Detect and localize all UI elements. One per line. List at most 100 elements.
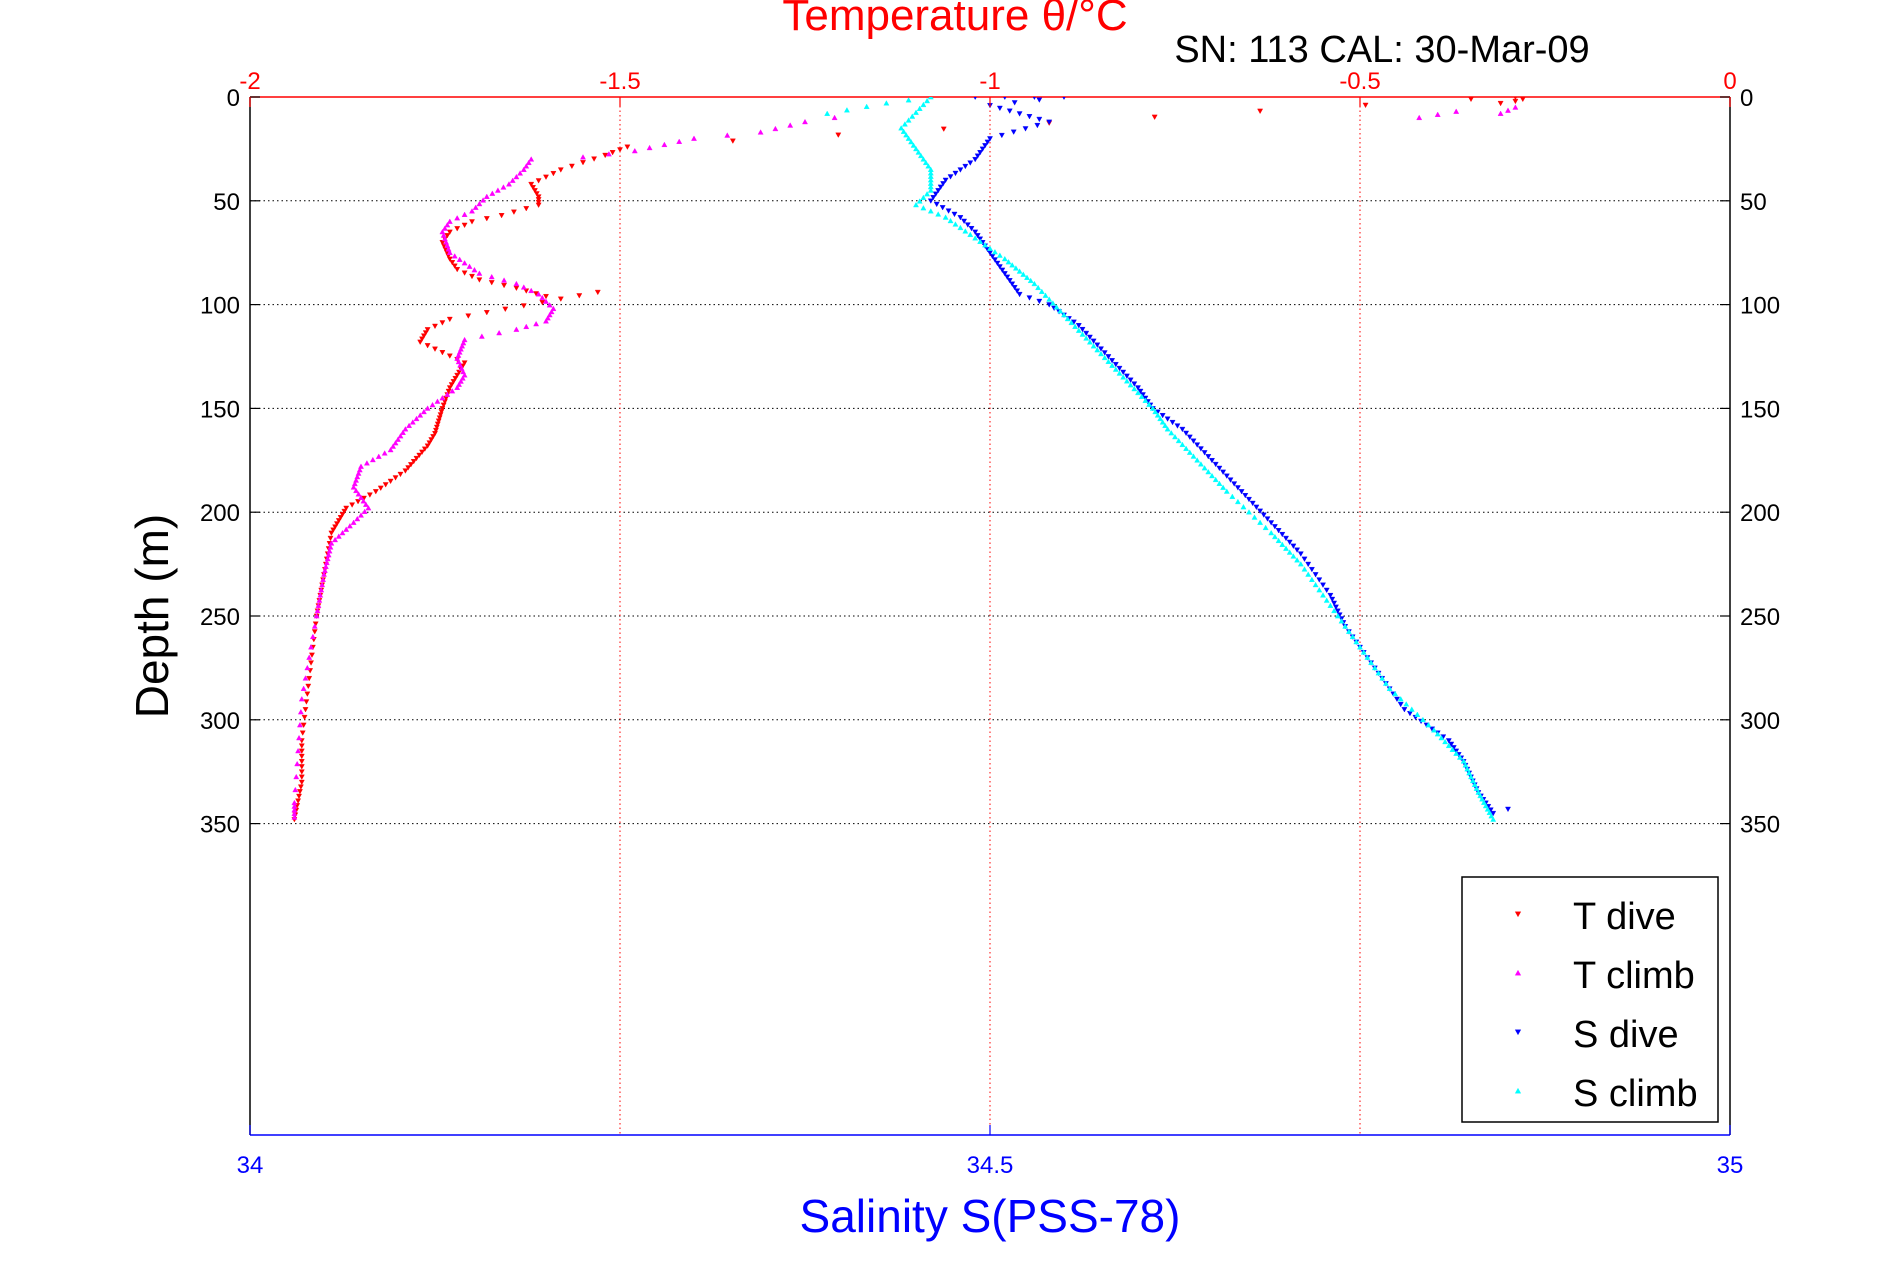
series-s-climb: [824, 97, 1497, 822]
t-climb-point: [439, 395, 446, 401]
depth-tick-label-right: 0: [1740, 85, 1753, 112]
t-climb-point: [446, 218, 453, 224]
s-climb-point: [1135, 389, 1141, 396]
t-climb-point: [395, 436, 401, 442]
t-dive-point: [446, 385, 453, 391]
s-climb-point: [1262, 524, 1269, 531]
t-climb-point: [451, 253, 458, 259]
s-dive-point: [939, 205, 946, 211]
s-dive-point: [974, 153, 981, 159]
s-climb-point: [1079, 331, 1086, 337]
t-dive-point: [437, 412, 444, 418]
s-dive-point: [1194, 442, 1201, 448]
t-dive-point: [461, 270, 468, 276]
depth-tick-label-left: 250: [200, 604, 240, 631]
t-climb-point: [1497, 110, 1504, 116]
s-climb-point: [1312, 581, 1319, 588]
t-dive-point: [304, 691, 311, 697]
s-climb-point: [1403, 701, 1410, 707]
s-climb-point: [843, 107, 850, 113]
s-dive-point: [932, 191, 939, 197]
t-dive-point: [421, 446, 428, 452]
t-climb-point: [550, 305, 557, 312]
t-climb-point: [369, 456, 376, 463]
s-climb-point: [962, 228, 969, 234]
depth-tick-label-left: 150: [200, 396, 240, 423]
s-climb-point: [1086, 339, 1093, 345]
s-climb-point: [977, 238, 984, 244]
s-dive-point: [1022, 126, 1029, 132]
s-climb-point: [927, 208, 934, 214]
s-climb-point: [863, 103, 870, 109]
t-climb-point: [321, 571, 327, 577]
t-climb-point: [350, 484, 357, 490]
t-climb-point: [520, 166, 527, 172]
temperature-tick-label: -2: [239, 68, 260, 95]
s-dive-point: [1216, 465, 1223, 472]
s-climb-point: [991, 248, 998, 255]
s-climb-point: [1290, 553, 1297, 559]
s-climb-point: [920, 205, 927, 211]
s-dive-point: [1294, 547, 1301, 553]
s-dive-point: [968, 226, 975, 232]
grid-lines: [250, 97, 1730, 1135]
series-s-dive: [927, 97, 1511, 817]
s-dive-point: [962, 163, 969, 170]
legend: T dive T climb S dive S climb: [1461, 876, 1719, 1123]
depth-tick-label-right: 100: [1740, 293, 1780, 320]
s-dive-point: [1026, 114, 1033, 120]
s-dive-point: [1190, 438, 1197, 444]
t-dive-point: [432, 427, 439, 434]
t-climb-point: [520, 284, 527, 290]
s-dive-point: [979, 146, 986, 152]
t-climb-point: [772, 125, 779, 132]
s-climb-point: [1031, 280, 1038, 287]
t-climb-point: [546, 311, 553, 318]
s-climb-point: [1349, 633, 1356, 640]
s-dive-point: [1209, 458, 1215, 464]
s-dive-point: [1006, 108, 1013, 114]
t-climb-point: [339, 529, 346, 536]
s-climb-point: [1068, 319, 1075, 326]
t-climb-point: [483, 193, 490, 199]
depth-tick-label-right: 50: [1740, 189, 1767, 216]
t-dive-point: [456, 369, 462, 376]
s-dive-point: [1448, 741, 1455, 748]
s-dive-point: [1062, 97, 1066, 101]
t-dive-point: [434, 421, 441, 427]
s-dive-point: [1179, 426, 1186, 433]
t-dive-point: [432, 346, 438, 352]
s-dive-point: [940, 181, 947, 187]
s-climb-point: [1473, 785, 1480, 791]
t-dive-point: [306, 676, 313, 682]
t-dive-point: [502, 306, 509, 313]
t-dive-point: [438, 409, 445, 415]
s-dive-point: [1014, 288, 1021, 294]
t-climb-point: [1453, 108, 1460, 114]
t-climb-point: [314, 607, 321, 614]
t-climb-point: [434, 398, 441, 404]
s-climb-point: [905, 117, 912, 123]
t-dive-point: [430, 434, 437, 440]
t-dive-point: [576, 293, 583, 299]
t-climb-point: [472, 204, 479, 210]
t-climb-point: [311, 623, 318, 629]
s-dive-point: [1242, 493, 1249, 499]
s-climb-point: [1072, 323, 1079, 329]
t-climb-point: [509, 177, 516, 183]
s-dive-point: [942, 177, 949, 184]
s-dive-point: [947, 174, 954, 180]
s-dive-point: [1034, 122, 1041, 129]
s-dive-point: [1323, 587, 1330, 594]
t-climb-point: [488, 273, 495, 280]
t-climb-point: [469, 208, 475, 214]
s-climb-point: [1246, 509, 1252, 515]
s-climb-point: [1271, 533, 1278, 540]
t-climb-point: [543, 318, 549, 324]
s-climb-point: [1154, 412, 1161, 418]
t-climb-point: [332, 536, 339, 543]
s-climb-point: [1046, 296, 1053, 302]
t-climb-point: [293, 773, 300, 780]
t-climb-point: [362, 501, 369, 507]
